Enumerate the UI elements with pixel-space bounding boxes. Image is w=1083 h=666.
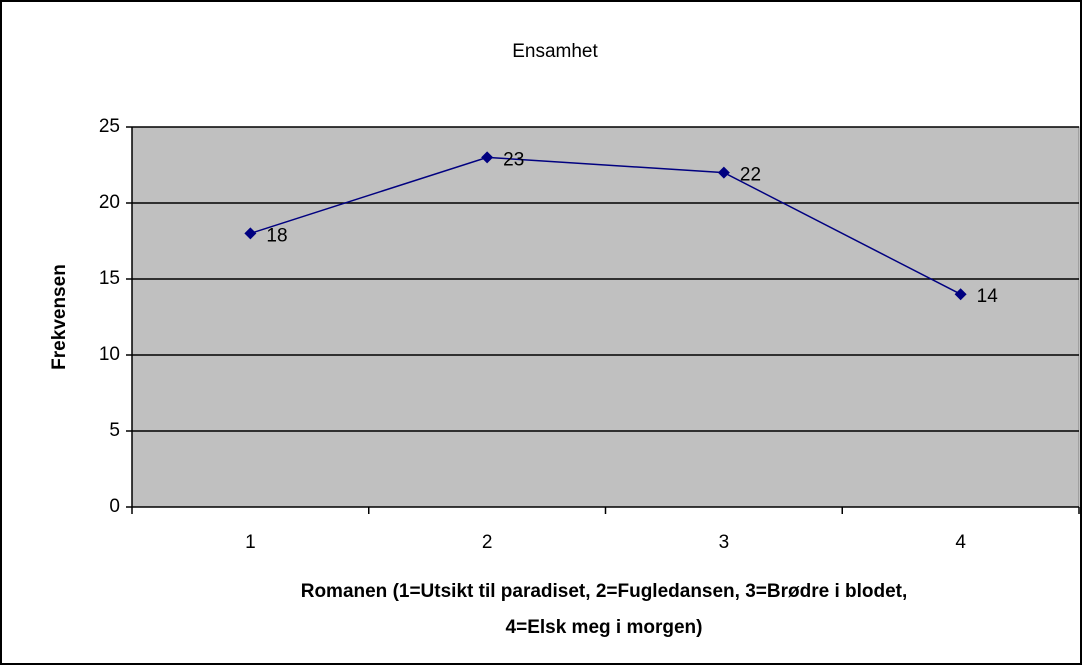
y-tick-label: 20 — [99, 192, 120, 213]
data-label: 14 — [977, 286, 999, 307]
y-tick-label: 5 — [109, 420, 120, 441]
data-label: 18 — [266, 225, 287, 246]
data-line — [250, 156, 961, 295]
y-axis-label: Frekvensen — [49, 264, 70, 370]
plot-area — [131, 126, 1080, 508]
x-tick-label: 1 — [245, 532, 256, 553]
x-tick-label: 4 — [955, 532, 966, 553]
x-axis-label: Romanen (1=Utsikt til paradiset, 2=Fugle… — [301, 581, 908, 602]
x-tick-label: 2 — [482, 532, 493, 553]
data-label: 23 — [503, 149, 524, 170]
data-marker — [244, 227, 257, 240]
y-tick-label: 15 — [99, 268, 120, 289]
data-marker — [954, 288, 967, 301]
chart-title: Ensamhet — [512, 41, 598, 62]
data-label: 22 — [740, 165, 761, 186]
y-tick-label: 25 — [99, 116, 120, 137]
x-axis-label: 4=Elsk meg i morgen) — [506, 617, 703, 638]
x-tick-label: 3 — [719, 532, 730, 553]
data-marker — [717, 166, 730, 179]
y-tick-label: 0 — [109, 496, 120, 517]
data-marker — [481, 151, 494, 164]
y-tick-label: 10 — [99, 344, 120, 365]
